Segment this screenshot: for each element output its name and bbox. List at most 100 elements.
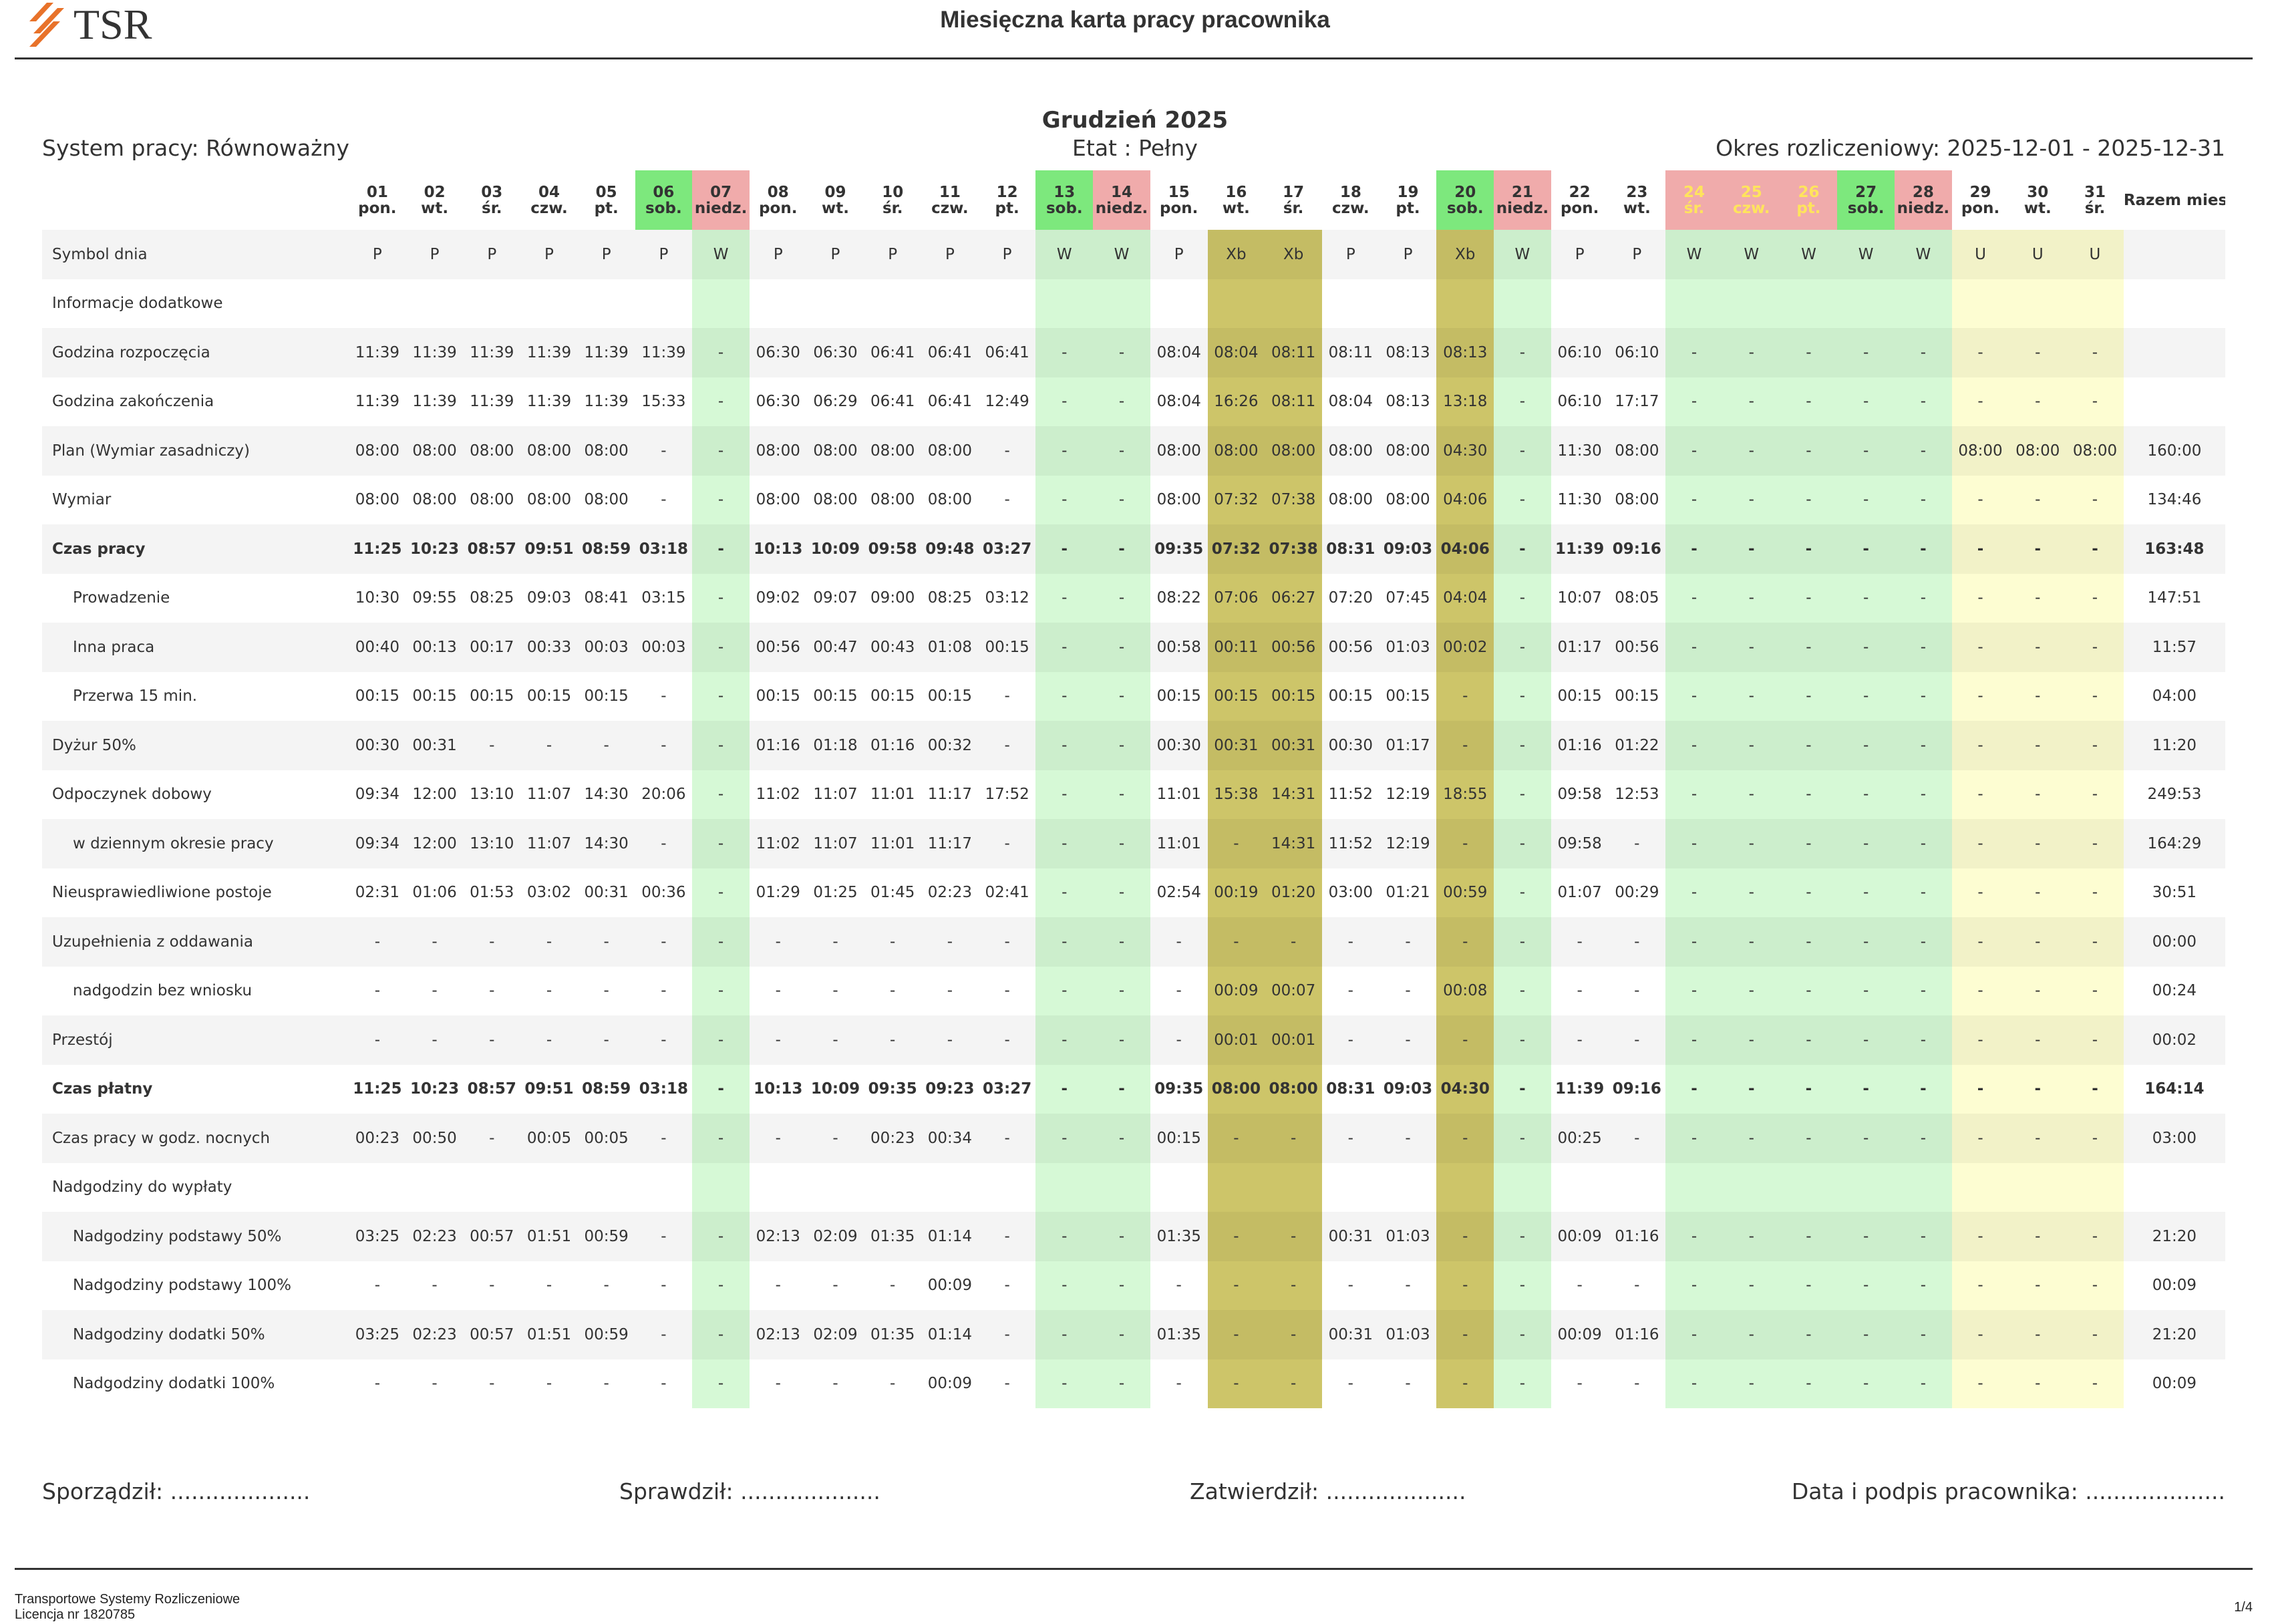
day-cell: 07:32: [1207, 524, 1265, 574]
day-cell: 10:09: [807, 524, 864, 574]
day-cell: -: [692, 770, 750, 819]
day-cell: -: [1494, 1310, 1551, 1359]
day-cell: [692, 1162, 750, 1212]
day-cell: -: [1494, 770, 1551, 819]
weekday: czw.: [1732, 199, 1770, 217]
day-cell: -: [1436, 819, 1494, 868]
day-cell: -: [1494, 671, 1551, 721]
day-cell: -: [1494, 1212, 1551, 1261]
day-cell: 08:04: [1328, 393, 1373, 411]
day-cell: [463, 1163, 520, 1212]
day-cell: [1895, 279, 1952, 328]
day-cell: -: [520, 721, 578, 770]
row-label: Godzina zakończenia: [52, 393, 214, 411]
weekday: wt.: [1222, 199, 1250, 217]
day-cell: -: [1837, 1310, 1895, 1359]
day-header: 09 wt.: [807, 170, 864, 230]
day-cell: -: [1895, 377, 1952, 426]
signature: Data i podpis pracownika: ..............…: [1791, 1478, 2225, 1504]
total-cell: 30:51: [2152, 884, 2197, 902]
day-cell: -: [1780, 966, 1838, 1015]
day-cell: 02:23: [406, 1310, 464, 1359]
day-header: 22 pon.: [1551, 170, 1609, 230]
row-label: Nieusprawiedliwione postoje: [52, 884, 272, 902]
day-header: 01 pon.: [349, 170, 406, 230]
day-cell: [406, 1163, 464, 1212]
day-cell: [406, 279, 464, 329]
day-cell: -: [692, 1261, 750, 1310]
day-cell: [1093, 1162, 1150, 1212]
day-cell: [1150, 279, 1208, 329]
day-cell: -: [1722, 623, 1780, 672]
day-cell: -: [1035, 671, 1094, 721]
day-cell: 11:30: [1557, 491, 1602, 509]
day-cell: P: [578, 230, 635, 279]
day-cell: [578, 1163, 635, 1212]
weekday: sob.: [1045, 199, 1083, 217]
day-cell: 08:59: [582, 1080, 631, 1098]
day-cell: -: [1780, 1015, 1838, 1065]
day-cell: P: [807, 230, 864, 279]
day-number: 16: [1225, 183, 1247, 201]
day-number: 11: [939, 183, 961, 201]
day-cell: -: [1494, 721, 1551, 770]
day-cell: -: [1207, 819, 1265, 868]
day-header: 03 śr.: [463, 170, 520, 230]
day-cell: W: [1494, 230, 1551, 279]
day-header: 28 niedz.: [1895, 170, 1952, 230]
total-cell: 00:24: [2152, 982, 2197, 1000]
day-cell: Xb: [1436, 230, 1494, 279]
day-cell: 11:07: [807, 819, 864, 868]
day-number: 22: [1569, 183, 1591, 201]
day-cell: [692, 279, 750, 328]
day-cell: -: [750, 1015, 807, 1065]
table-row: Nieusprawiedliwione postoje 02:31 01:06 01:…: [42, 868, 2225, 917]
day-cell: 08:00: [1322, 426, 1380, 476]
row-label: Symbol dnia: [42, 230, 349, 279]
day-cell: Xb: [1207, 230, 1265, 279]
day-cell: -: [1951, 966, 2009, 1015]
day-cell: -: [1347, 1375, 1353, 1393]
day-cell: 01:35: [864, 1212, 921, 1261]
day-cell: -: [661, 1375, 667, 1393]
day-cell: 00:56: [1265, 623, 1322, 672]
day-cell: 08:57: [467, 1080, 516, 1098]
day-cell: 08:11: [1265, 328, 1322, 377]
day-header: 13 sob.: [1035, 170, 1094, 230]
day-number: 29: [1969, 183, 1991, 201]
day-cell: 08:00: [349, 426, 406, 476]
day-cell: P: [349, 230, 406, 279]
divider: [15, 57, 2253, 59]
day-cell: 00:05: [520, 1114, 578, 1163]
day-cell: -: [1551, 1015, 1609, 1065]
day-cell: -: [1004, 687, 1010, 705]
day-cell: -: [1722, 966, 1780, 1015]
day-cell: 11:01: [864, 819, 921, 868]
day-header: 18 czw.: [1322, 170, 1380, 230]
weekday: wt.: [421, 199, 449, 217]
day-cell: -: [2009, 475, 2067, 524]
day-cell: -: [1665, 573, 1723, 623]
day-cell: -: [1093, 1114, 1150, 1163]
day-cell: 08:13: [1380, 328, 1437, 377]
day-cell: [1207, 1162, 1265, 1212]
day-cell: -: [1004, 1277, 1010, 1295]
day-cell: -: [374, 1375, 381, 1393]
day-cell: U: [2009, 230, 2067, 279]
day-cell: -: [1494, 426, 1551, 476]
day-cell: -: [1265, 1310, 1322, 1359]
day-cell: -: [463, 917, 520, 967]
day-cell: -: [1895, 1114, 1952, 1163]
weekday: wt.: [1623, 199, 1651, 217]
day-cell: -: [1837, 328, 1895, 377]
day-cell: -: [1951, 524, 2009, 574]
day-cell: U: [1951, 230, 2009, 279]
day-cell: -: [1837, 819, 1895, 868]
day-cell: [1837, 279, 1895, 328]
day-cell: -: [979, 1310, 1036, 1359]
day-cell: 00:59: [578, 1212, 635, 1261]
day-cell: 01:21: [1386, 884, 1430, 902]
day-cell: 01:06: [412, 884, 457, 902]
day-cell: 08:00: [1207, 1064, 1265, 1114]
day-cell: -: [1665, 770, 1723, 819]
